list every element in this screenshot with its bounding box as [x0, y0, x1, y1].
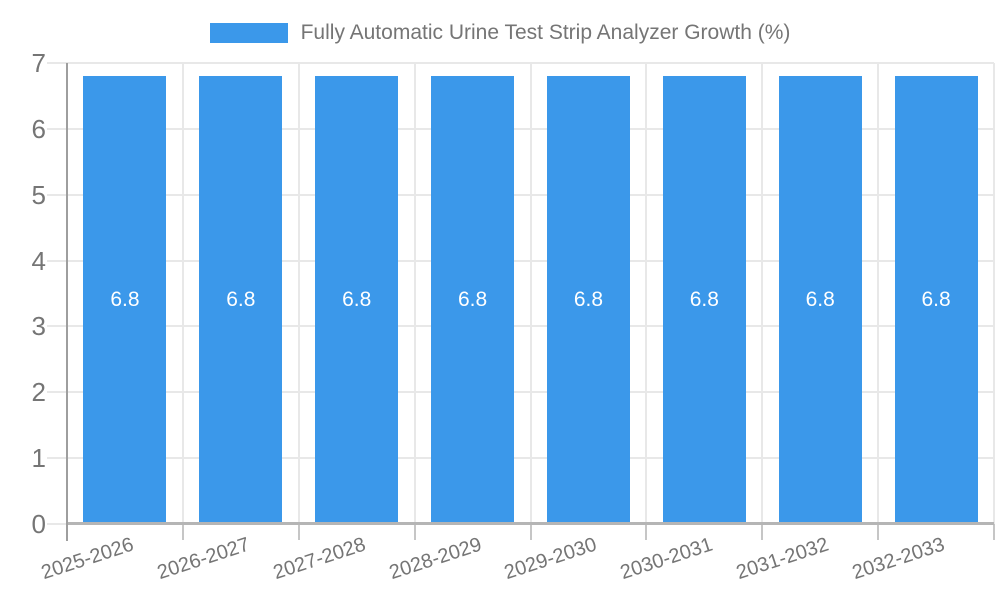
x-axis-label: 2030-2031 [617, 533, 716, 585]
x-axis-label: 2026-2027 [154, 533, 253, 585]
y-tick [47, 62, 67, 64]
bar-value-label: 6.8 [110, 288, 140, 312]
bar-value-label: 6.8 [689, 288, 719, 312]
x-tick [529, 524, 532, 540]
y-axis-label: 3 [31, 311, 46, 342]
v-gridline [413, 63, 416, 524]
bar[interactable] [199, 76, 283, 524]
y-tick [47, 325, 67, 328]
v-gridline [529, 63, 532, 524]
y-tick [47, 523, 67, 525]
legend-swatch-icon [209, 23, 288, 43]
y-tick [47, 457, 67, 460]
v-gridline [877, 63, 880, 524]
y-axis-labels: 0 1 2 3 4 5 6 7 [0, 0, 67, 600]
legend-label: Fully Automatic Urine Test Strip Analyze… [300, 21, 791, 44]
x-axis-label: 2027-2028 [270, 533, 369, 585]
x-tick [877, 524, 880, 540]
bar[interactable] [431, 76, 515, 524]
x-tick [645, 524, 648, 540]
bar[interactable] [546, 76, 630, 524]
y-axis-label: 7 [31, 48, 46, 78]
bar-value-label: 6.8 [457, 288, 488, 312]
bar-value-label: 6.8 [921, 288, 951, 312]
x-axis-label: 2029-2030 [502, 533, 600, 585]
bar[interactable] [662, 76, 746, 524]
x-tick [993, 524, 995, 540]
x-tick [413, 524, 416, 540]
y-axis-label: 5 [31, 179, 46, 210]
v-gridline [993, 63, 995, 524]
plot-area: 6.8 6.8 6.8 6.8 6.8 6.8 6.8 6.8 [66, 62, 995, 541]
v-gridline [645, 63, 648, 524]
y-axis-label: 0 [31, 509, 46, 539]
x-tick [297, 524, 300, 540]
x-tick [761, 524, 764, 540]
bar[interactable] [894, 76, 978, 524]
bar[interactable] [83, 76, 167, 524]
y-axis-label: 2 [31, 377, 46, 408]
y-tick [47, 391, 67, 394]
v-gridline [181, 63, 184, 524]
y-tick [47, 259, 67, 262]
bar[interactable] [778, 76, 862, 524]
x-axis-line [67, 522, 994, 525]
y-axis-label: 4 [31, 245, 46, 276]
y-axis-line [66, 63, 68, 541]
y-tick [47, 193, 67, 196]
y-axis-label: 6 [31, 113, 46, 144]
x-tick [181, 524, 184, 540]
v-gridline [761, 63, 764, 524]
legend[interactable]: Fully Automatic Urine Test Strip Analyze… [0, 21, 1000, 45]
v-gridline [297, 63, 300, 524]
x-axis-label: 2031-2032 [733, 533, 832, 585]
bar-value-label: 6.8 [805, 288, 835, 312]
bar-value-label: 6.8 [573, 288, 604, 312]
x-axis-label: 2032-2033 [849, 533, 948, 585]
x-axis-label: 2028-2029 [386, 533, 484, 585]
y-axis-label: 1 [31, 443, 46, 474]
bar-value-label: 6.8 [342, 288, 372, 312]
y-tick [47, 127, 67, 130]
bar-value-label: 6.8 [226, 288, 256, 312]
bar[interactable] [315, 76, 399, 524]
